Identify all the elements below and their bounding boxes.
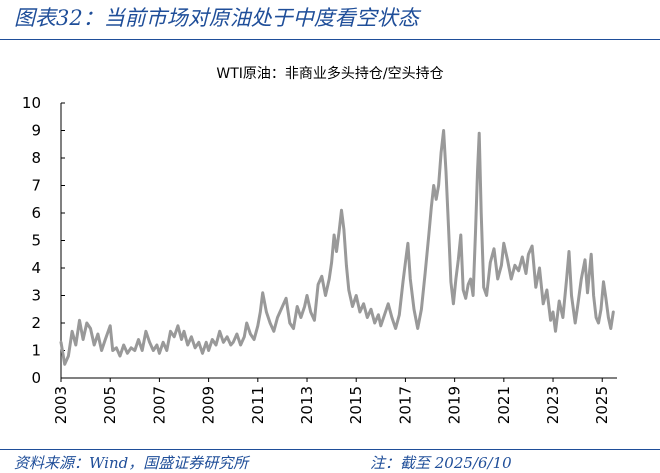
y-tick-label: 4 bbox=[31, 259, 41, 277]
y-tick-label: 6 bbox=[31, 204, 41, 222]
x-tick-label: 2007 bbox=[150, 386, 168, 424]
y-tick-label: 5 bbox=[31, 232, 41, 250]
y-tick-label: 9 bbox=[31, 122, 41, 140]
chart-series bbox=[59, 129, 615, 366]
series-line bbox=[59, 129, 615, 366]
chart-title: WTI原油：非商业多头持仓/空头持仓 bbox=[216, 65, 443, 82]
x-tick-label: 2025 bbox=[593, 386, 611, 424]
x-tick-label: 2005 bbox=[101, 386, 119, 424]
y-tick-label: 8 bbox=[31, 149, 41, 167]
date-note: 注：截至 2025/6/10 bbox=[370, 454, 512, 472]
title-rule bbox=[0, 39, 660, 40]
x-tick-label: 2011 bbox=[249, 386, 267, 424]
y-tick-label: 2 bbox=[31, 314, 41, 332]
x-tick-label: 2023 bbox=[544, 386, 562, 424]
y-tick-label: 3 bbox=[31, 287, 41, 305]
x-tick-label: 2019 bbox=[446, 386, 464, 424]
chart-axes: 0 1 2 3 4 5 6 7 8 9 10 2003 2005 2007 2009 2011 2013 2015… bbox=[22, 94, 617, 424]
figure-title: 图表32：当前市场对原油处于中度看空状态 bbox=[14, 6, 419, 30]
x-tick-label: 2013 bbox=[298, 386, 316, 424]
x-tick-label: 2021 bbox=[495, 386, 513, 424]
y-tick-label: 1 bbox=[31, 342, 41, 360]
x-tick-label: 2015 bbox=[347, 386, 365, 424]
x-tick-label: 2009 bbox=[200, 386, 218, 424]
y-tick-label: 0 bbox=[31, 369, 41, 387]
source-note: 资料来源：Wind，国盛证券研究所 bbox=[14, 454, 249, 472]
x-tick-label: 2017 bbox=[396, 386, 414, 424]
y-tick-label: 10 bbox=[22, 94, 41, 112]
x-tick-label: 2003 bbox=[52, 386, 70, 424]
y-tick-label: 7 bbox=[31, 177, 41, 195]
line-chart: WTI原油：非商业多头持仓/空头持仓 0 1 2 3 4 5 6 7 8 9 10 2003 2005 2… bbox=[22, 65, 617, 424]
footer-rule bbox=[0, 449, 660, 450]
